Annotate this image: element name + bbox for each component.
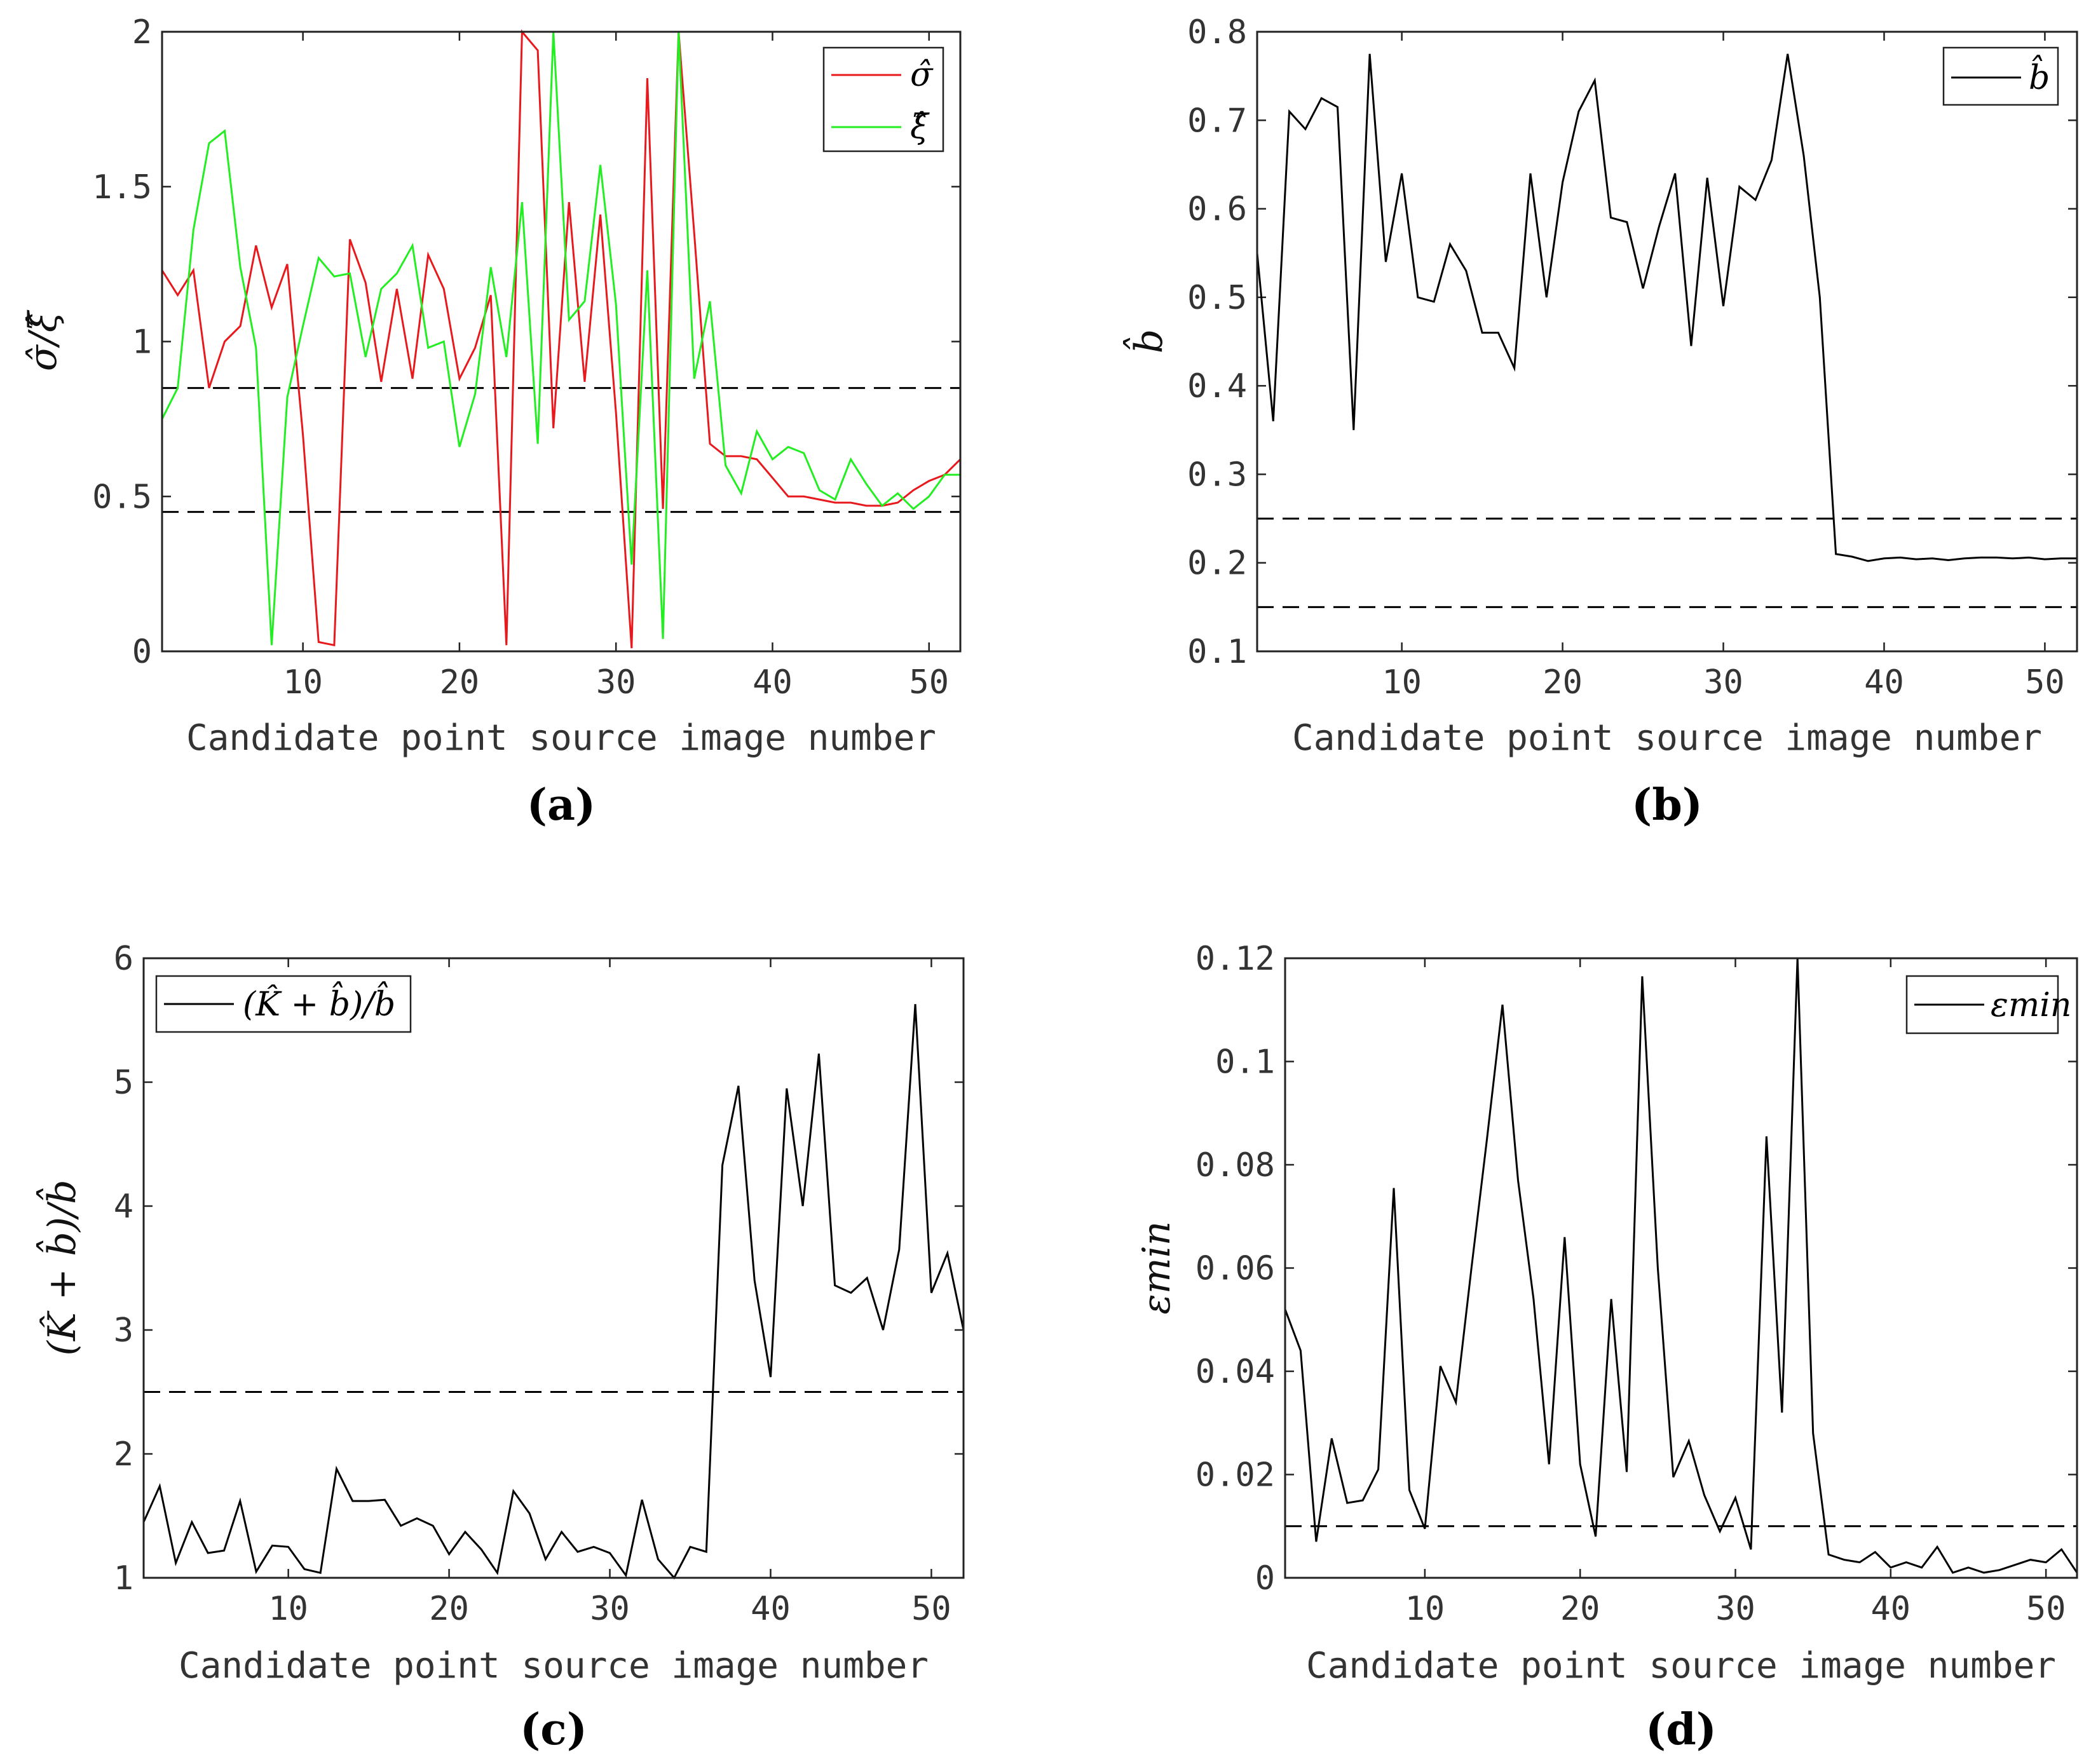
x-axis-label: Candidate point source image number [186, 717, 936, 759]
y-tick-label: 1 [114, 1559, 133, 1598]
x-tick-label: 10 [268, 1590, 308, 1628]
series-line-1 [161, 31, 960, 646]
y-tick-label: 0.3 [1187, 456, 1247, 494]
x-axis-label: Candidate point source image number [1306, 1645, 2056, 1686]
x-tick-label: 30 [590, 1590, 630, 1628]
plot-frame [142, 957, 965, 1579]
legend-label-sigma: σ̂ [910, 56, 934, 94]
legend-box [1942, 46, 2059, 106]
panel-label-a: (a) [527, 780, 596, 831]
x-tick-label: 20 [1543, 663, 1583, 702]
y-tick-label: 0.02 [1195, 1456, 1275, 1495]
y-tick-label: 0.4 [1187, 367, 1247, 405]
y-tick-label: 0.08 [1195, 1146, 1275, 1184]
legend: εmin [1905, 975, 2071, 1035]
chart-panel-c: 1 2 3 4 5 6 10 20 30 40 50 (K̂ + b̂)/b̂ Candidate … [36, 940, 965, 1755]
x-tick-label: 40 [1871, 1590, 1911, 1628]
panel-label-d: (d) [1645, 1704, 1717, 1755]
x-tick-label: 30 [1715, 1590, 1755, 1628]
series-line-0 [142, 1004, 965, 1580]
y-tick-label: 0.5 [1187, 279, 1247, 317]
y-tick-label: 0.1 [1187, 633, 1247, 671]
y-tick-label: 5 [114, 1064, 133, 1102]
legend: b̂ [1942, 46, 2059, 106]
legend: σ̂ ξ̂ [822, 46, 944, 153]
y-tick-label: 0.12 [1195, 940, 1275, 978]
y-tick-label: 0.1 [1215, 1043, 1275, 1082]
y-tick-label: 0 [1255, 1559, 1275, 1598]
x-tick-label: 10 [1382, 663, 1422, 702]
y-tick-label: 0.8 [1187, 13, 1247, 51]
y-tick-label: 0.06 [1195, 1250, 1275, 1288]
x-axis-label: Candidate point source image number [179, 1645, 929, 1686]
x-tick-label: 50 [909, 663, 949, 702]
y-axis-label: εmin [1134, 1221, 1179, 1315]
y-tick-label: 0.5 [92, 478, 152, 516]
chart-panel-b: 0.1 0.2 0.3 0.4 0.5 0.6 0.7 0.8 10 20 30 40 50 b̂ Ca… [1123, 13, 2078, 831]
y-tick-label: 2 [114, 1435, 133, 1474]
y-tick-label: 0.04 [1195, 1353, 1275, 1391]
x-tick-label: 20 [1560, 1590, 1600, 1628]
y-tick-label: 0.2 [1187, 545, 1247, 583]
x-tick-label: 20 [440, 663, 480, 702]
chart-panel-a: 0 0.5 1 1.5 2 10 20 30 40 50 σ̂/ξ̂ Candidate poin… [21, 13, 962, 831]
y-axis-label: (K̂ + b̂)/b̂ [36, 1179, 85, 1355]
y-tick-label: 2 [132, 13, 152, 51]
plot-frame [1284, 957, 2078, 1579]
x-tick-label: 10 [1405, 1590, 1445, 1628]
plot-frame [1256, 31, 2078, 653]
x-tick-label: 30 [1703, 663, 1743, 702]
series-line-0 [1284, 958, 2078, 1574]
series-line-0 [161, 29, 962, 649]
x-tick-label: 50 [2025, 663, 2065, 702]
legend-label-xi: ξ̂ [910, 108, 930, 146]
x-tick-label: 30 [596, 663, 636, 702]
x-tick-label: 50 [911, 1590, 951, 1628]
x-tick-label: 20 [429, 1590, 469, 1628]
x-tick-label: 40 [1864, 663, 1904, 702]
x-tick-label: 40 [751, 1590, 791, 1628]
x-tick-label: 50 [2026, 1590, 2066, 1628]
x-axis-label: Candidate point source image number [1292, 717, 2042, 759]
plot-frame [161, 31, 962, 653]
legend-label-eps: εmin [1991, 986, 2071, 1024]
panel-label-c: (c) [520, 1704, 587, 1755]
y-tick-label: 0.7 [1187, 102, 1247, 140]
legend-label-kb: (K̂ + b̂)/b̂ [243, 982, 395, 1024]
y-tick-label: 6 [114, 940, 133, 978]
legend-box [822, 46, 944, 153]
y-tick-label: 0.6 [1187, 191, 1247, 229]
y-axis-label: σ̂/ξ̂ [21, 309, 65, 371]
panel-label-b: (b) [1631, 780, 1703, 831]
y-tick-label: 3 [114, 1312, 133, 1350]
y-tick-label: 1.5 [92, 168, 152, 207]
y-tick-label: 1 [132, 323, 152, 362]
legend-label-b: b̂ [2029, 55, 2050, 97]
series-line-0 [1256, 53, 2077, 562]
x-tick-label: 40 [753, 663, 793, 702]
y-axis-label: b̂ [1123, 329, 1171, 353]
y-tick-label: 0 [132, 633, 152, 671]
x-tick-label: 10 [283, 663, 323, 702]
y-tick-label: 4 [114, 1188, 133, 1226]
legend: (K̂ + b̂)/b̂ [155, 975, 412, 1033]
